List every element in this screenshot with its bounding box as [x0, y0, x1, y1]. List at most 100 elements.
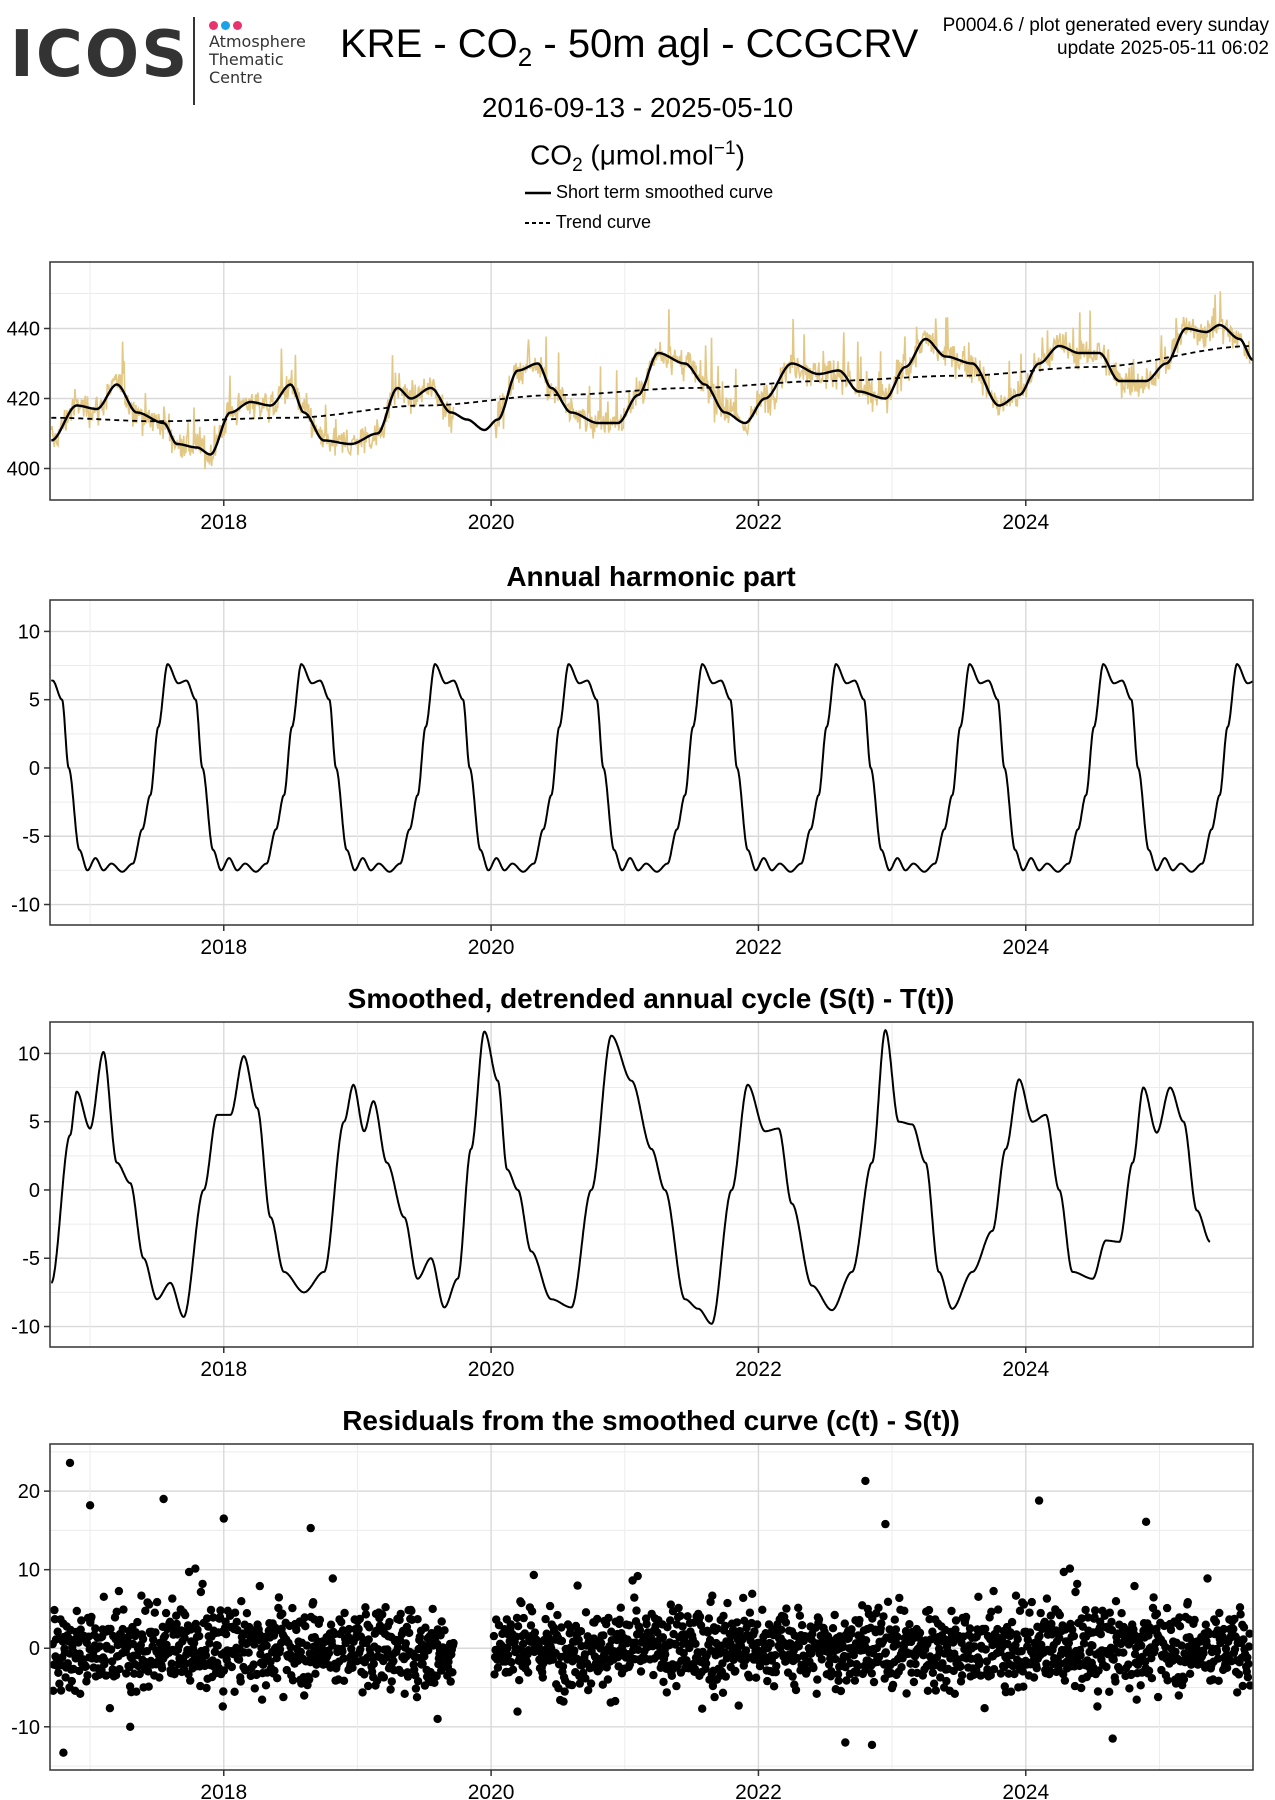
residual-point [981, 1624, 990, 1634]
residual-point [76, 1625, 85, 1634]
residual-point [306, 1523, 315, 1533]
residual-point [961, 1612, 971, 1622]
residual-point [970, 1642, 979, 1651]
residual-point [642, 1619, 651, 1629]
residual-point [1019, 1682, 1028, 1691]
residual-point [842, 1676, 851, 1685]
y-tick-label: 0 [29, 758, 40, 780]
residual-point [1236, 1610, 1245, 1619]
residual-point [115, 1665, 124, 1674]
residual-point [123, 1633, 133, 1642]
residual-point [877, 1619, 886, 1628]
residual-point [386, 1685, 395, 1694]
residual-point [1085, 1647, 1094, 1657]
residual-point [691, 1639, 700, 1649]
residual-point [1081, 1605, 1090, 1615]
residual-point [938, 1659, 947, 1668]
panel-border [49, 1021, 1254, 1348]
residual-point [428, 1604, 437, 1614]
residual-point [328, 1574, 337, 1583]
page-title: KRE - CO2 - 50m agl - CCGCRV [340, 20, 918, 81]
residual-point [1007, 1617, 1017, 1627]
residual-point [1096, 1630, 1106, 1639]
residual-point [430, 1678, 439, 1688]
residual-point [1149, 1593, 1158, 1602]
residual-point [506, 1620, 515, 1629]
residual-point [572, 1654, 582, 1664]
residual-point [892, 1640, 902, 1649]
residual-point [195, 1631, 204, 1641]
residual-point [236, 1677, 245, 1686]
x-tick-label: 2018 [200, 1358, 247, 1381]
x-tick-label: 2020 [468, 511, 515, 534]
residual-point [77, 1616, 86, 1625]
residual-point [831, 1654, 840, 1664]
residual-point [85, 1501, 95, 1510]
residual-point [106, 1624, 115, 1634]
residual-point [936, 1673, 945, 1682]
residual-point [1047, 1619, 1056, 1629]
residual-point [1025, 1628, 1035, 1637]
residual-point [50, 1686, 58, 1695]
residual-point [338, 1647, 347, 1656]
residual-point [795, 1611, 805, 1620]
title-post: - 50m agl - CCGCRV [532, 22, 919, 66]
residual-point [261, 1681, 271, 1690]
residual-point [545, 1601, 555, 1611]
y-tick-label: -5 [22, 826, 40, 848]
residual-point [515, 1676, 524, 1685]
unit-pre: CO [530, 139, 573, 171]
residual-point [87, 1612, 96, 1622]
residual-point [400, 1689, 409, 1699]
residual-point [1244, 1642, 1253, 1651]
residual-point [965, 1624, 975, 1633]
residual-point [1088, 1641, 1097, 1650]
x-tick-label: 2022 [735, 936, 782, 959]
residual-point [929, 1679, 939, 1688]
update-timestamp: update 2025-05-11 06:02 [1057, 38, 1269, 59]
residual-point [1036, 1608, 1045, 1618]
residual-point [275, 1645, 285, 1654]
residual-point [1235, 1603, 1245, 1612]
residual-point [777, 1625, 786, 1635]
residual-point [1111, 1677, 1120, 1686]
chart-panel-1: 400 420 440 2018 2020 2022 2024 [7, 261, 1254, 534]
residual-point [557, 1623, 566, 1632]
y-tick-label: 10 [18, 1560, 40, 1582]
residual-point [150, 1608, 159, 1617]
residual-point [279, 1692, 288, 1702]
residual-point [65, 1458, 75, 1468]
residual-point [900, 1606, 909, 1616]
residual-point [739, 1593, 748, 1603]
residual-point [1111, 1597, 1121, 1606]
residual-point [980, 1704, 989, 1713]
residual-point [244, 1648, 253, 1657]
residual-point [170, 1666, 180, 1676]
unit-sup: −1 [713, 138, 736, 159]
residual-point [1013, 1634, 1022, 1644]
logo-line-2: Thematic [209, 50, 284, 69]
legend-dashed-line-icon [525, 222, 551, 225]
y-tick-label: 0 [29, 1638, 40, 1660]
residual-point [411, 1684, 421, 1693]
residual-point [1006, 1687, 1016, 1696]
residual-point [604, 1613, 613, 1623]
residual-point [1137, 1641, 1146, 1650]
residual-point [361, 1603, 370, 1612]
residual-point [1117, 1609, 1126, 1618]
residual-point [259, 1660, 268, 1670]
residual-point [114, 1586, 124, 1596]
residual-point [288, 1676, 298, 1685]
residual-point [881, 1648, 890, 1657]
x-tick-label: 2022 [735, 511, 782, 534]
x-tick-label: 2022 [735, 1781, 782, 1800]
title-sub: 2 [517, 42, 533, 72]
residual-point [1019, 1600, 1029, 1609]
residual-point [1069, 1631, 1079, 1641]
unit-mid: (μmol.mol [582, 139, 714, 171]
residual-point [270, 1666, 279, 1676]
residual-point [602, 1620, 611, 1629]
residual-point [302, 1641, 312, 1650]
residual-point [168, 1594, 177, 1603]
residual-point [812, 1689, 821, 1699]
